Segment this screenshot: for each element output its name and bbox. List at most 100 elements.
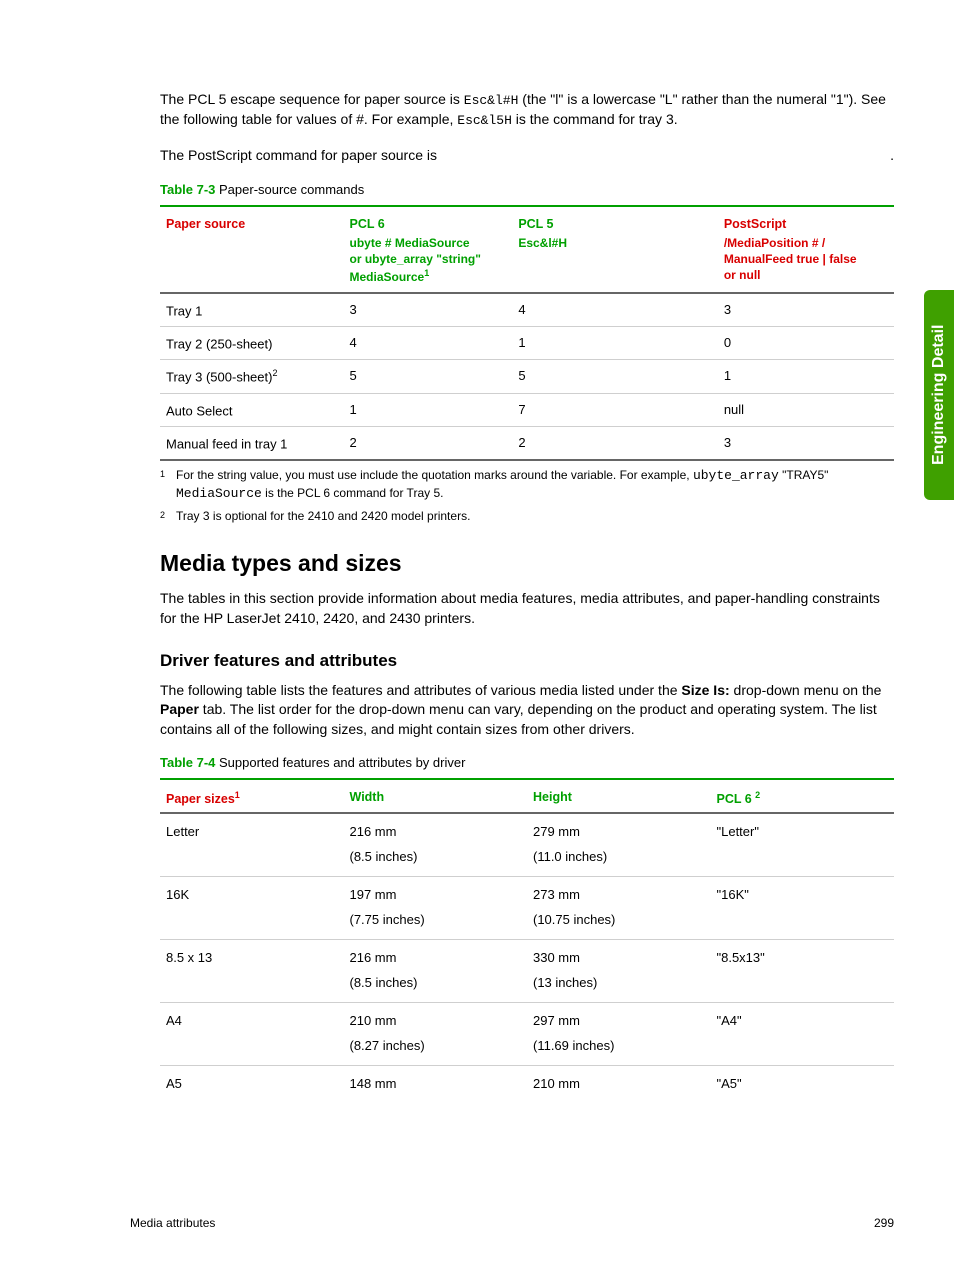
t73-r0-c2: 3 — [344, 293, 513, 327]
t73-r4-c4: 3 — [718, 426, 894, 460]
t74-h4-sup: 2 — [755, 790, 760, 800]
intro-p1-code1: Esc&l#H — [464, 93, 519, 108]
p2-e: tab. The list order for the drop-down me… — [160, 701, 877, 737]
t73-h3: PCL 5 Esc&l#H — [512, 206, 718, 293]
t73-r1-c2: 4 — [344, 326, 513, 359]
cell-text: Tray 3 (500-sheet) — [166, 370, 272, 385]
t73-r4-c1: Manual feed in tray 1 — [160, 426, 344, 460]
fn2-num: 2 — [160, 508, 176, 525]
cell-mm: 216 mm — [350, 950, 397, 965]
table-row: Letter 216 mm(8.5 inches) 279 mm(11.0 in… — [160, 813, 894, 877]
section-p2: The following table lists the features a… — [160, 681, 894, 740]
cell-text: Tray 1 — [166, 303, 202, 318]
table-row: Tray 1 3 4 3 — [160, 293, 894, 327]
t74-r2-c3: 330 mm(13 inches) — [527, 940, 711, 1003]
t74-h2: Width — [344, 779, 528, 813]
fn1-b: "TRAY5" — [779, 468, 829, 482]
t73-r0-c4: 3 — [718, 293, 894, 327]
t73-h2-sub: ubyte # MediaSource or ubyte_array "stri… — [350, 235, 507, 286]
t73-r3-c3: 7 — [512, 393, 718, 426]
t74-r1-c4: "16K" — [711, 877, 895, 940]
t73-h2-sub-c: MediaSource — [350, 270, 425, 284]
table-7-4-title: Supported features and attributes by dri… — [215, 755, 465, 770]
t73-body: Tray 1 3 4 3 Tray 2 (250-sheet) 4 1 0 Tr… — [160, 293, 894, 461]
cell-text: Tray 2 (250-sheet) — [166, 336, 272, 351]
table-7-3-caption: Table 7-3 Paper-source commands — [160, 182, 894, 197]
t73-r3-c1: Auto Select — [160, 393, 344, 426]
t74-r4-c4: "A5" — [711, 1066, 895, 1114]
cell-mm: 148 mm — [350, 1076, 397, 1091]
p2-b: Size Is: — [681, 682, 729, 698]
cell-mm: 197 mm — [350, 887, 397, 902]
t74-r3-c3: 297 mm (11.69 inches) — [527, 1003, 711, 1066]
cell-in: (8.27 inches) — [350, 1038, 522, 1053]
table-row: 16K 197 mm(7.75 inches) 273 mm(10.75 inc… — [160, 877, 894, 940]
cell-mm: 297 mm — [533, 1013, 580, 1028]
t74-h3: Height — [527, 779, 711, 813]
t73-h4: PostScript /MediaPosition # / ManualFeed… — [718, 206, 894, 293]
t74-r1-c2: 197 mm (7.75 inches) — [344, 877, 528, 940]
intro-p2-text: The PostScript command for paper source … — [160, 147, 437, 163]
table-7-4-num: Table 7-4 — [160, 755, 215, 770]
t73-r1-c3: 1 — [512, 326, 718, 359]
t74-r3-c1: A4 — [160, 1003, 344, 1066]
t74-h1: Paper sizes1 — [160, 779, 344, 813]
cell-sup: 2 — [272, 368, 277, 378]
t73-h1: Paper source — [160, 206, 344, 293]
fn1-code1: ubyte_array — [693, 468, 779, 483]
t73-h2: PCL 6 ubyte # MediaSource or ubyte_array… — [344, 206, 513, 293]
intro-p1-c: is the command for tray 3. — [512, 111, 678, 127]
page-content: The PCL 5 escape sequence for paper sour… — [0, 0, 954, 1153]
table-row: Tray 3 (500-sheet)2 5 5 1 — [160, 360, 894, 393]
footnote-2: 2 Tray 3 is optional for the 2410 and 24… — [160, 508, 894, 525]
cell-mm: 279 mm — [533, 824, 580, 839]
t74-h4-text: PCL 6 — [717, 792, 756, 806]
intro-p1-code2: Esc&l5H — [457, 113, 512, 128]
table-7-3: Paper source PCL 6 ubyte # MediaSource o… — [160, 205, 894, 461]
t73-r1-c4: 0 — [718, 326, 894, 359]
t73-h2-sub-a: ubyte # MediaSource — [350, 236, 470, 250]
cell-in: (8.5 inches) — [350, 849, 522, 864]
fn1-c: is the PCL 6 command for Tray 5. — [262, 486, 444, 500]
table-row: 8.5 x 13 216 mm(8.5 inches) 330 mm(13 in… — [160, 940, 894, 1003]
footer-right: 299 — [874, 1216, 894, 1230]
t73-r4-c2: 2 — [344, 426, 513, 460]
table-7-3-num: Table 7-3 — [160, 182, 215, 197]
intro-p1: The PCL 5 escape sequence for paper sour… — [160, 90, 894, 130]
t74-r2-c1: 8.5 x 13 — [160, 940, 344, 1003]
cell-in: (7.75 inches) — [350, 912, 522, 927]
cell-in: (11.69 inches) — [533, 1038, 705, 1053]
t73-r0-c1: Tray 1 — [160, 293, 344, 327]
table-row: Manual feed in tray 1 2 2 3 — [160, 426, 894, 460]
cell-mm: 330 mm — [533, 950, 580, 965]
t73-h2-sub-b: or ubyte_array "string" — [350, 252, 481, 266]
t73-h4-sub-c: or null — [724, 268, 761, 282]
t73-r2-c2: 5 — [344, 360, 513, 393]
t73-r2-c1: Tray 3 (500-sheet)2 — [160, 360, 344, 393]
cell-in: (11.0 inches) — [533, 849, 705, 864]
t74-r2-c2: 216 mm(8.5 inches) — [344, 940, 528, 1003]
table-row: Tray 2 (250-sheet) 4 1 0 — [160, 326, 894, 359]
cell-mm: 216 mm — [350, 824, 397, 839]
table-7-4-caption: Table 7-4 Supported features and attribu… — [160, 755, 894, 770]
intro-p2-end: . — [890, 146, 894, 166]
t73-r2-c4: 1 — [718, 360, 894, 393]
t74-r1-c3: 273 mm(10.75 inches) — [527, 877, 711, 940]
t74-r0-c3: 279 mm (11.0 inches) — [527, 813, 711, 877]
t74-body: Letter 216 mm(8.5 inches) 279 mm(11.0 in… — [160, 813, 894, 1113]
t74-r4-c3: 210 mm — [527, 1066, 711, 1114]
p2-c: drop-down menu on the — [730, 682, 882, 698]
fn1-code2: MediaSource — [176, 486, 262, 501]
table-7-3-title: Paper-source commands — [215, 182, 364, 197]
cell-mm: 273 mm — [533, 887, 580, 902]
t74-r0-c2: 216 mm (8.5 inches) — [344, 813, 528, 877]
t73-r3-c4: null — [718, 393, 894, 426]
t74-r3-c2: 210 mm(8.27 inches) — [344, 1003, 528, 1066]
t73-h4-sub-a: /MediaPosition # / — [724, 236, 825, 250]
t73-h4-sub-b: ManualFeed true | false — [724, 252, 857, 266]
section-p1: The tables in this section provide infor… — [160, 589, 894, 628]
t74-r4-c2: 148 mm — [344, 1066, 528, 1114]
t73-r0-c3: 4 — [512, 293, 718, 327]
page-footer: Media attributes 299 — [130, 1216, 894, 1230]
table-7-3-footnotes: 1 For the string value, you must use inc… — [160, 467, 894, 524]
